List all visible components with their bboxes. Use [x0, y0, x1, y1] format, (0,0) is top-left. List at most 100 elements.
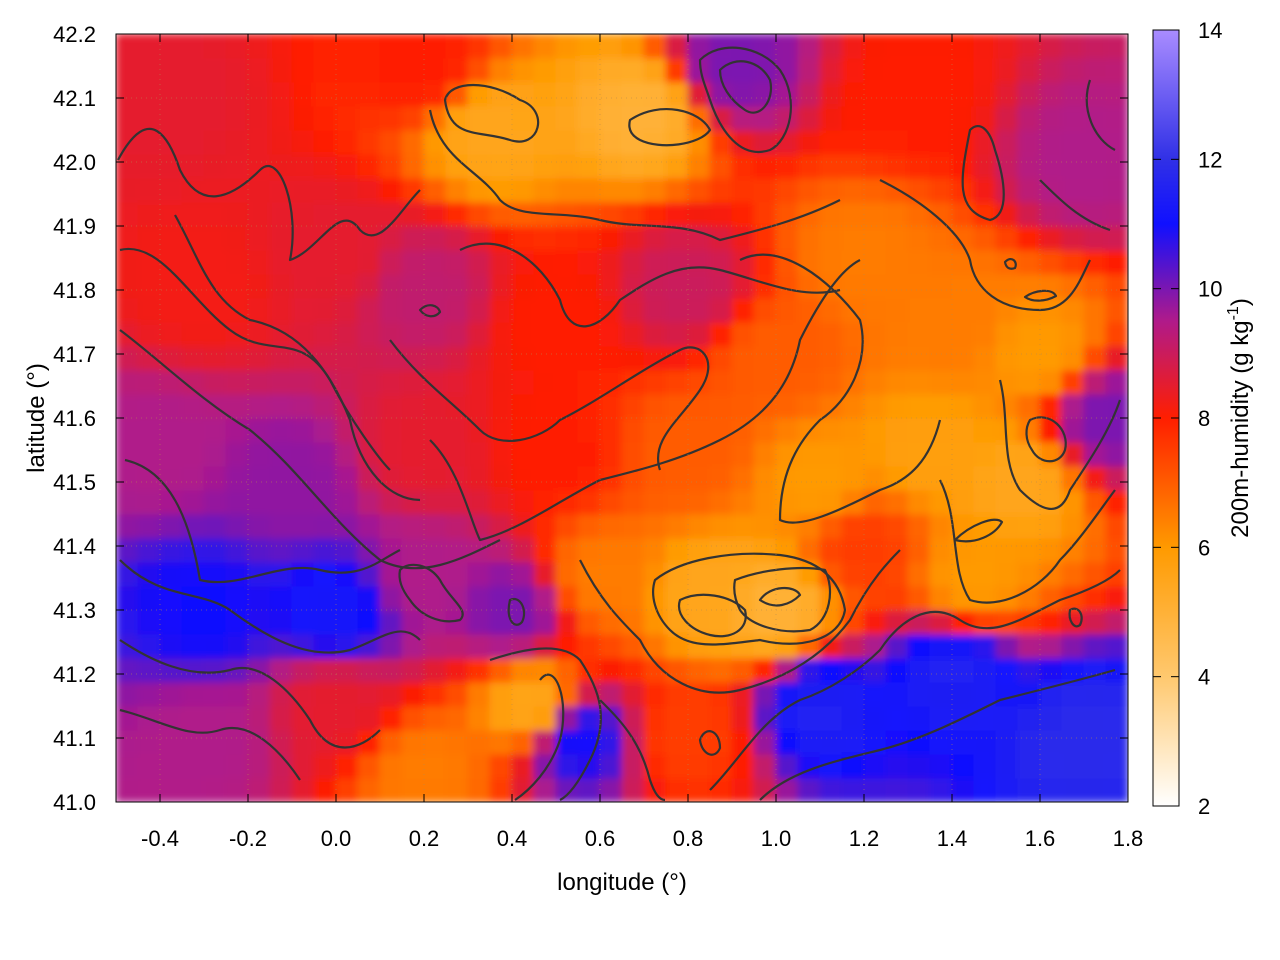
heatmap-cell — [797, 345, 821, 371]
heatmap-cell — [335, 417, 359, 443]
heatmap-cell — [357, 465, 381, 491]
contour-line — [652, 552, 847, 646]
heatmap-cell — [731, 417, 755, 443]
heatmap-cell — [1061, 249, 1085, 275]
contour-line — [124, 458, 401, 584]
contour-line — [879, 179, 1091, 312]
heatmap-cell — [137, 729, 161, 755]
heatmap-cell — [379, 153, 403, 179]
heatmap-cell — [1061, 417, 1085, 443]
heatmap-cell — [1017, 417, 1041, 443]
heatmap-cell — [995, 393, 1019, 419]
heatmap-cell — [709, 705, 733, 731]
heatmap-cell — [137, 465, 161, 491]
heatmap-cell — [423, 585, 447, 611]
heatmap-cell — [555, 681, 579, 707]
heatmap-cell — [181, 297, 205, 323]
heatmap-cell — [116, 513, 139, 539]
heatmap-cell — [247, 249, 271, 275]
heatmap-cell — [643, 345, 667, 371]
heatmap-cell — [423, 393, 447, 419]
heatmap-cell — [1061, 297, 1085, 323]
heatmap-cell — [291, 273, 315, 299]
heatmap-cell — [819, 321, 843, 347]
heatmap-cell — [885, 465, 909, 491]
heatmap-cell — [247, 201, 271, 227]
contour-line — [514, 673, 565, 801]
heatmap-cell — [863, 729, 887, 755]
heatmap-cell — [203, 489, 227, 515]
heatmap-cell — [709, 34, 733, 59]
heatmap-cell — [687, 297, 711, 323]
heatmap-cell — [929, 585, 953, 611]
heatmap-cell — [511, 537, 535, 563]
contour-line — [119, 329, 501, 570]
heatmap-cell — [533, 297, 557, 323]
heatmap-cell — [621, 729, 645, 755]
heatmap-cell — [291, 105, 315, 131]
heatmap-cell — [885, 633, 909, 659]
heatmap-cell — [775, 321, 799, 347]
heatmap-cell — [555, 705, 579, 731]
contour-line — [507, 597, 526, 626]
heatmap-cell — [863, 609, 887, 635]
contour-line — [1085, 79, 1116, 151]
heatmap-cell — [445, 81, 469, 107]
heatmap-cell — [819, 129, 843, 155]
heatmap-cell — [181, 201, 205, 227]
heatmap-cell — [819, 633, 843, 659]
heatmap-cell — [885, 321, 909, 347]
heatmap-cell — [116, 129, 139, 155]
heatmap-cell — [973, 753, 997, 779]
heatmap-cell — [137, 681, 161, 707]
heatmap-cell — [1083, 297, 1107, 323]
heatmap-cell — [489, 105, 513, 131]
heatmap-cell — [116, 225, 139, 251]
heatmap-cell — [357, 201, 381, 227]
heatmap-cell — [137, 657, 161, 683]
heatmap-cell — [1083, 561, 1107, 587]
heatmap-cell — [379, 465, 403, 491]
heatmap-cell — [907, 34, 931, 59]
heatmap-cell — [775, 465, 799, 491]
heatmap-cell — [467, 561, 491, 587]
heatmap-cell — [247, 153, 271, 179]
heatmap-cell — [753, 657, 777, 683]
heatmap-cell — [995, 225, 1019, 251]
heatmap-cell — [797, 129, 821, 155]
heatmap-cell — [841, 777, 865, 802]
heatmap-cell — [313, 777, 337, 802]
heatmap-cell — [863, 345, 887, 371]
heatmap-cell — [247, 777, 271, 802]
heatmap-cell — [929, 273, 953, 299]
x-tick-label: 0.0 — [321, 826, 352, 851]
heatmap-cell — [775, 609, 799, 635]
heatmap-cell — [203, 705, 227, 731]
heatmap-cell — [599, 537, 623, 563]
heatmap-cell — [401, 777, 425, 802]
heatmap-cell — [445, 585, 469, 611]
heatmap-cell — [269, 249, 293, 275]
heatmap-cell — [1039, 345, 1063, 371]
contour-line — [759, 668, 1116, 801]
heatmap-cell — [1039, 129, 1063, 155]
heatmap-cell — [753, 225, 777, 251]
heatmap-cell — [335, 753, 359, 779]
heatmap-cell — [247, 753, 271, 779]
heatmap-cell — [247, 489, 271, 515]
heatmap-cell — [1061, 177, 1085, 203]
heatmap-cell — [665, 177, 689, 203]
heatmap-cell — [181, 345, 205, 371]
heatmap-cell — [819, 105, 843, 131]
colorbar-tick-label: 12 — [1198, 147, 1222, 172]
heatmap-cell — [313, 465, 337, 491]
heatmap-cell — [379, 681, 403, 707]
heatmap-cell — [467, 585, 491, 611]
heatmap-cell — [181, 153, 205, 179]
heatmap-cell — [181, 633, 205, 659]
heatmap-cell — [577, 537, 601, 563]
heatmap-cell — [1039, 321, 1063, 347]
heatmap-cell — [863, 537, 887, 563]
heatmap-cell — [335, 225, 359, 251]
heatmap-cell — [401, 81, 425, 107]
